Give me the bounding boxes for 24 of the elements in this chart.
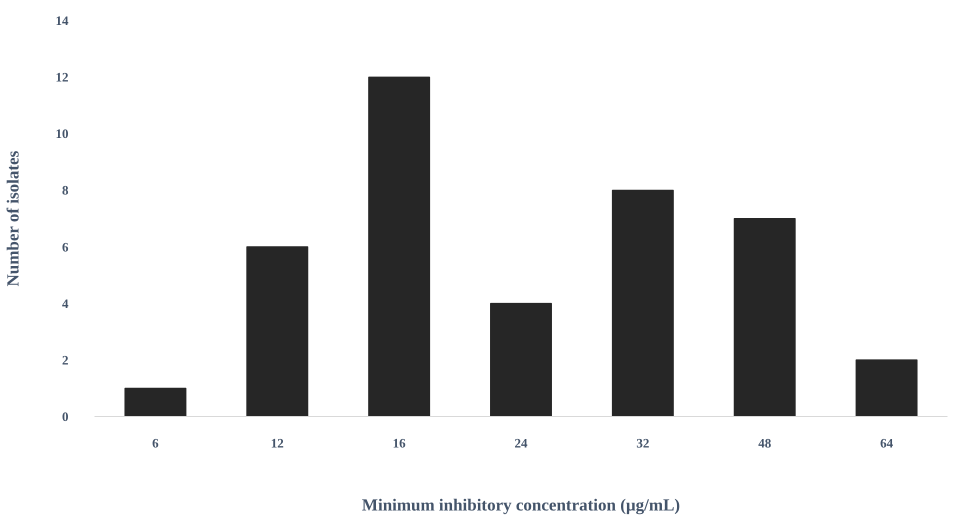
- y-tick-label: 2: [62, 352, 68, 368]
- y-axis-title: Number of isolates: [4, 150, 22, 286]
- y-tick-label: 4: [62, 296, 69, 311]
- y-tick-label: 14: [56, 13, 69, 28]
- bar: [368, 76, 430, 416]
- x-tick-label: 12: [270, 436, 284, 450]
- y-tick-label: 6: [62, 239, 69, 254]
- x-tick-label: 6: [152, 436, 160, 450]
- x-tick-label: 24: [514, 436, 528, 450]
- x-tick-label: 32: [636, 436, 650, 450]
- y-tick-label: 0: [62, 409, 68, 424]
- bar: [246, 246, 308, 416]
- x-tick-label: 16: [392, 436, 406, 450]
- y-tick-label: 12: [56, 70, 68, 85]
- bar: [612, 190, 674, 416]
- x-tick-label: 64: [880, 436, 894, 450]
- bar: [856, 359, 918, 416]
- bar: [734, 218, 796, 416]
- x-axis-title: Minimum inhibitory concentration (µg/mL): [362, 496, 680, 514]
- x-tick-label: 48: [758, 436, 772, 450]
- bar: [124, 388, 186, 416]
- y-tick-label: 8: [62, 182, 69, 198]
- bar: [490, 302, 552, 416]
- y-tick-label: 10: [56, 126, 68, 142]
